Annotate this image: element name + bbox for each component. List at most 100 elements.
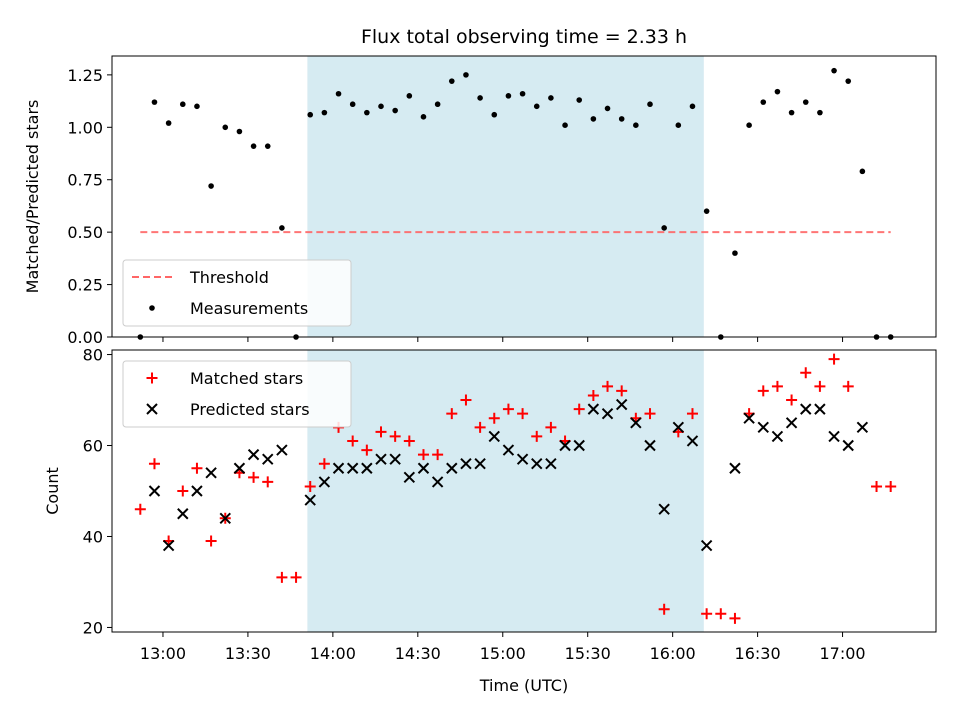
legend-box [122, 259, 352, 327]
measurement-point [633, 122, 639, 129]
predicted-star-point [559, 439, 571, 452]
predicted-star-point [573, 439, 585, 452]
measurement-point [335, 90, 342, 97]
matched-star-point [417, 449, 429, 461]
predicted-star-point [828, 430, 840, 443]
matched-star-point [842, 380, 854, 392]
measurement-point [760, 99, 767, 105]
matched-star-point [361, 444, 373, 456]
predicted-star-point [856, 421, 869, 434]
predicted-star-point [219, 512, 231, 524]
predicted-star-point [431, 476, 444, 488]
measurement-point [264, 143, 271, 149]
matched-star-point [658, 603, 670, 615]
y-axis-label: Matched/Predicted stars [23, 100, 42, 294]
predicted-star-point [389, 453, 401, 465]
predicted-star-point [446, 462, 458, 474]
measurement-point [618, 116, 625, 122]
matched-star-point [786, 394, 798, 406]
predicted-star-point [771, 430, 784, 443]
matched-star-point [502, 403, 514, 415]
y-axis-label: Count [43, 467, 62, 515]
predicted-star-point [262, 453, 274, 465]
predicted-star-point [247, 448, 260, 461]
x-tick-label: 16:30 [735, 644, 781, 663]
measurement-point [746, 122, 752, 129]
measurement-point [378, 103, 384, 110]
measurement-point [434, 101, 441, 108]
predicted-star-point [630, 417, 642, 429]
matched-star-point [517, 408, 529, 420]
matched-star-point [432, 449, 444, 461]
measurement-point [675, 122, 682, 129]
measurement-point [208, 183, 214, 189]
predicted-star-point [545, 458, 557, 470]
matched-star-point [375, 426, 387, 438]
matched-star-point [616, 385, 628, 397]
axes-frame-2 [111, 349, 937, 633]
matched-star-point [828, 353, 840, 365]
measurement-point [817, 109, 823, 116]
legend-matched-swatch [146, 372, 158, 384]
x-tick-label: 17:00 [820, 644, 866, 663]
matched-star-point [177, 485, 189, 497]
measurement-point [505, 93, 512, 99]
predicted-star-point [318, 476, 331, 488]
matched-star-point [262, 476, 274, 488]
y-tick-label: 0.00 [67, 328, 103, 347]
x-tick-label: 16:00 [650, 644, 696, 663]
predicted-star-point [177, 508, 189, 520]
x-tick-label: 13:00 [140, 644, 186, 663]
matched-star-point [531, 430, 543, 442]
matched-star-point [276, 571, 288, 583]
predicted-star-point [686, 435, 699, 447]
matched-star-point [290, 571, 302, 583]
plot-area-1 [137, 67, 894, 340]
chart-title: Flux total observing time = 2.33 h [361, 26, 687, 48]
legend-box [122, 360, 352, 428]
predicted-star-point [205, 467, 217, 479]
matched-star-point [885, 480, 897, 492]
predicted-star-point [460, 458, 472, 470]
y-tick-label: 1.00 [67, 118, 103, 137]
measurement-point [647, 101, 653, 108]
predicted-star-point [615, 398, 628, 411]
predicted-star-point [502, 444, 515, 456]
measurement-point [845, 78, 852, 84]
y-tick-label: 60 [83, 437, 103, 456]
measurement-point [732, 250, 738, 256]
predicted-star-point [700, 539, 713, 552]
matched-star-point [389, 430, 401, 442]
x-tick-label: 13:30 [225, 644, 271, 663]
matched-star-point [488, 412, 500, 424]
measurement-point [307, 111, 314, 118]
y-tick-label: 1.25 [67, 66, 103, 85]
matched-star-point [134, 503, 146, 515]
measurement-point [831, 67, 837, 74]
matched-star-point [248, 471, 260, 483]
measurement-point [689, 103, 696, 110]
predicted-star-point [729, 462, 741, 474]
measurement-point [321, 109, 328, 116]
matched-star-point [814, 380, 826, 392]
x-tick-label: 14:00 [310, 644, 356, 663]
predicted-star-point [743, 412, 755, 424]
measurement-point [279, 225, 285, 231]
matched-star-point [446, 408, 458, 420]
matched-star-point [573, 403, 585, 415]
measurement-point [392, 107, 398, 114]
matched-star-point [701, 608, 713, 620]
measurement-point [562, 122, 568, 129]
predicted-star-point [191, 485, 203, 497]
predicted-star-point [842, 439, 854, 452]
matched-star-point [347, 435, 359, 447]
predicted-star-point [800, 403, 812, 415]
x-tick-label: 15:00 [480, 644, 526, 663]
predicted-star-point [233, 462, 246, 474]
measurement-point [491, 111, 498, 118]
matched-star-point [715, 608, 727, 620]
matched-star-point [644, 408, 656, 420]
matched-star-point [545, 421, 557, 433]
